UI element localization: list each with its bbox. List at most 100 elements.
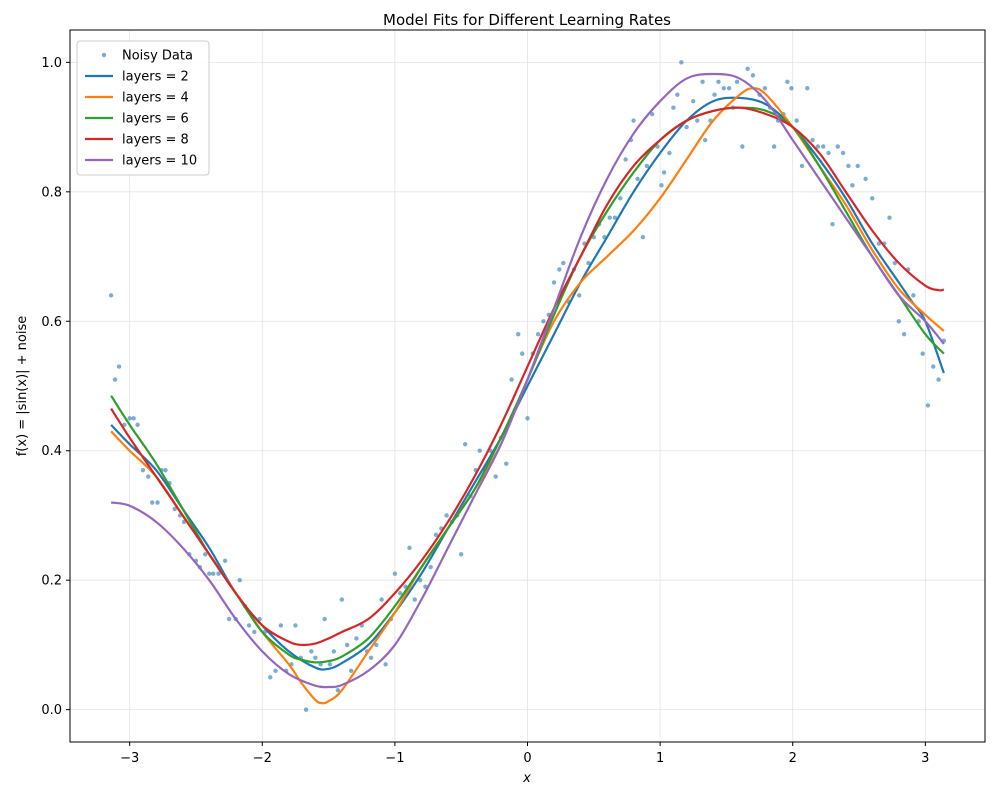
y-axis-ticks: 0.0 0.2 0.4 0.6 0.8 1.0: [41, 56, 70, 718]
data-point: [246, 623, 252, 628]
x-axis-ticks: −3 −2 −1 0 1 2 3: [120, 742, 929, 766]
data-point: [203, 552, 208, 557]
data-point: [586, 260, 591, 266]
data-point: [640, 234, 646, 240]
data-point: [477, 448, 482, 453]
data-point: [516, 332, 521, 337]
data-point: [278, 623, 284, 628]
series-line-3: [110, 106, 945, 664]
data-point: [577, 293, 582, 298]
data-point: [397, 590, 403, 596]
data-point: [172, 506, 177, 512]
data-point: [799, 163, 805, 169]
legend-label: layers = 6: [122, 112, 189, 127]
chart-title: Model Fits for Different Learning Rates: [383, 11, 671, 29]
data-point: [771, 144, 777, 149]
x-tick-label: −1: [385, 751, 404, 766]
data-point: [116, 364, 122, 369]
data-point: [623, 157, 628, 162]
data-point: [635, 176, 640, 182]
data-point: [561, 260, 566, 266]
data-point: [211, 571, 216, 576]
data-point: [612, 215, 618, 220]
data-point: [237, 577, 242, 583]
data-point: [726, 86, 732, 91]
data-point: [850, 183, 855, 188]
data-point: [855, 163, 860, 169]
data-point: [740, 144, 745, 149]
data-point: [273, 668, 278, 673]
series-lines: [110, 72, 945, 705]
data-point: [135, 422, 140, 428]
data-point: [789, 86, 794, 91]
data-point: [805, 86, 810, 91]
x-tick-label: 0: [523, 751, 531, 766]
data-point: [407, 545, 412, 551]
data-point: [428, 565, 433, 570]
grid-lines: [70, 30, 985, 742]
legend-label: layers = 8: [122, 133, 189, 148]
data-point: [700, 79, 705, 84]
data-point: [830, 221, 835, 227]
data-point: [339, 597, 345, 602]
data-point: [675, 92, 680, 97]
data-point: [667, 150, 672, 156]
data-point: [383, 662, 388, 667]
legend-box: [76, 40, 210, 176]
legend-label: layers = 10: [122, 154, 197, 169]
data-point: [649, 111, 655, 117]
legend-marker: [101, 52, 107, 58]
data-point: [322, 616, 327, 622]
data-point: [309, 649, 314, 654]
data-point: [493, 474, 498, 479]
data-point: [762, 86, 768, 91]
data-point: [679, 60, 684, 65]
data-point: [252, 629, 257, 635]
data-point: [368, 655, 374, 661]
y-tick-label: 0.2: [41, 574, 62, 589]
legend-label: layers = 2: [122, 70, 189, 85]
data-point: [207, 571, 212, 576]
data-point: [631, 118, 636, 123]
y-tick-label: 0.6: [41, 315, 62, 330]
x-tick-label: −3: [120, 751, 139, 766]
y-tick-label: 1.0: [41, 56, 62, 71]
data-point: [140, 467, 146, 473]
data-point: [392, 571, 398, 576]
data-point: [458, 552, 464, 557]
x-axis-label: x: [522, 771, 531, 786]
data-point: [931, 364, 936, 369]
data-point: [444, 513, 449, 518]
x-tick-label: 1: [656, 751, 664, 766]
data-point: [131, 416, 136, 421]
data-point: [925, 403, 931, 408]
data-point: [509, 377, 514, 382]
x-tick-label: −2: [253, 751, 272, 766]
data-point: [691, 99, 696, 104]
data-point: [335, 688, 341, 693]
data-point: [112, 377, 118, 382]
data-point: [504, 461, 509, 466]
data-point: [618, 196, 623, 201]
data-point: [826, 150, 831, 156]
data-point: [671, 105, 676, 110]
data-point: [901, 332, 907, 337]
data-point: [146, 474, 151, 479]
data-point: [810, 137, 815, 143]
data-point: [433, 532, 439, 538]
data-point: [216, 571, 221, 576]
data-point: [892, 260, 898, 266]
data-point: [695, 118, 700, 123]
data-point: [821, 144, 826, 149]
data-point: [331, 649, 337, 654]
data-point: [887, 215, 892, 220]
data-point: [557, 267, 562, 272]
data-point: [268, 675, 273, 680]
y-tick-label: 0.0: [41, 703, 62, 718]
x-tick-label: 2: [789, 751, 797, 766]
y-tick-label: 0.4: [41, 444, 62, 459]
data-point: [313, 655, 318, 661]
data-point: [911, 293, 916, 298]
y-axis-label: f(x) = |sin(x)| + noise: [15, 316, 30, 457]
data-point: [750, 73, 756, 78]
